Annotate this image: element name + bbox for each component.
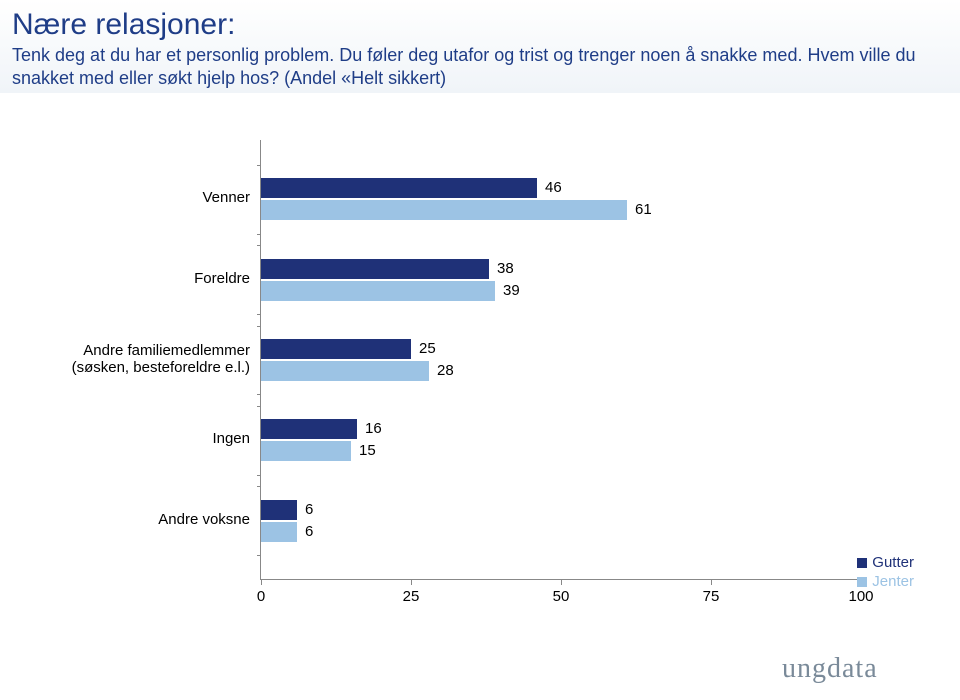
legend-item: Jenter	[857, 573, 914, 590]
y-tick	[257, 326, 261, 327]
chart-subtitle: Tenk deg at du har et personlig problem.…	[12, 44, 940, 89]
logo-text: ungdata	[782, 653, 878, 684]
bar-value: 25	[419, 339, 436, 359]
bar-value: 16	[365, 419, 382, 439]
bar-value: 61	[635, 200, 652, 220]
bar	[261, 419, 357, 439]
bar-value: 46	[545, 178, 562, 198]
bar	[261, 441, 351, 461]
y-tick	[257, 394, 261, 395]
bar	[261, 522, 297, 542]
bar	[261, 500, 297, 520]
y-tick	[257, 314, 261, 315]
y-tick	[257, 486, 261, 487]
chart-header: Nære relasjoner: Tenk deg at du har et p…	[0, 0, 960, 93]
x-tick-label: 25	[403, 588, 420, 605]
brand-logo: ungdata	[782, 649, 942, 690]
legend-label: Gutter	[872, 554, 914, 571]
category-label: Ingen	[60, 430, 250, 447]
bar	[261, 281, 495, 301]
x-tick	[561, 579, 562, 585]
bar-value: 39	[503, 281, 520, 301]
bar	[261, 339, 411, 359]
y-tick	[257, 165, 261, 166]
bar-value: 38	[497, 259, 514, 279]
legend-label: Jenter	[872, 573, 914, 590]
x-tick-label: 50	[553, 588, 570, 605]
legend-item: Gutter	[857, 554, 914, 571]
x-tick	[261, 579, 262, 585]
legend-swatch	[857, 558, 867, 568]
chart-title: Nære relasjoner:	[12, 8, 940, 42]
bar-value: 6	[305, 500, 313, 520]
category-label: Andre familiemedlemmer (søsken, bestefor…	[60, 342, 250, 377]
x-tick-label: 0	[257, 588, 265, 605]
x-tick	[411, 579, 412, 585]
bar-value: 6	[305, 522, 313, 542]
legend-swatch	[857, 577, 867, 587]
bar	[261, 200, 627, 220]
chart-legend: Gutter Jenter	[857, 552, 914, 592]
y-tick	[257, 475, 261, 476]
bar	[261, 361, 429, 381]
category-label: Foreldre	[60, 270, 250, 287]
y-tick	[257, 555, 261, 556]
bar-value: 15	[359, 441, 376, 461]
bar	[261, 259, 489, 279]
y-tick	[257, 245, 261, 246]
x-tick	[711, 579, 712, 585]
chart-plot: 0255075100466138392528161566	[260, 140, 860, 580]
y-tick	[257, 406, 261, 407]
bar-value: 28	[437, 361, 454, 381]
category-label: Andre voksne	[60, 511, 250, 528]
chart-area: 0255075100466138392528161566 GutterJente…	[60, 140, 920, 620]
x-tick-label: 75	[703, 588, 720, 605]
category-label: Venner	[60, 189, 250, 206]
bar	[261, 178, 537, 198]
y-tick	[257, 234, 261, 235]
